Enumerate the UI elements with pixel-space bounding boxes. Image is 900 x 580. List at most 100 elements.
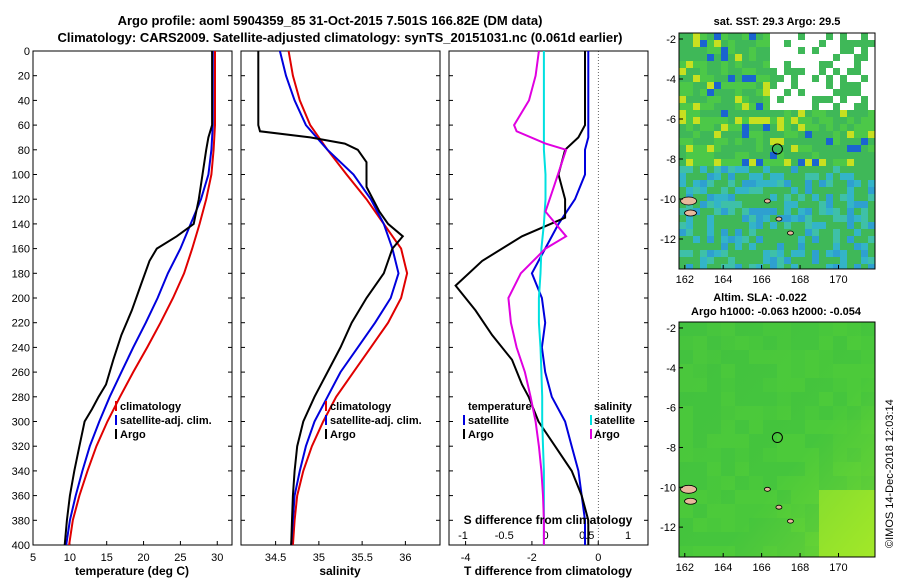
heatmap-cell — [721, 476, 735, 490]
heatmap-cell — [847, 201, 854, 208]
heatmap-cell — [826, 89, 833, 96]
heatmap-cell — [833, 33, 840, 40]
sst-argo-position-marker — [771, 143, 783, 155]
heatmap-cell — [756, 166, 763, 173]
heatmap-cell — [840, 194, 847, 201]
heatmap-cell — [861, 124, 868, 131]
heatmap-cell — [763, 75, 770, 82]
heatmap-cell — [833, 518, 847, 532]
depth-tick-label: 340 — [12, 466, 30, 478]
heatmap-cell — [791, 546, 805, 557]
heatmap-cell — [777, 33, 784, 40]
heatmap-cell — [826, 257, 833, 264]
heatmap-cell — [861, 89, 868, 96]
heatmap-cell — [700, 264, 707, 269]
heatmap-cell — [735, 208, 742, 215]
heatmap-cell — [798, 75, 805, 82]
heatmap-cell — [833, 364, 847, 378]
heatmap-cell — [847, 222, 854, 229]
heatmap-cell — [819, 350, 833, 364]
heatmap-cell — [819, 110, 826, 117]
heatmap-cell — [840, 131, 847, 138]
heatmap-cell — [700, 208, 707, 215]
heatmap-cell — [791, 117, 798, 124]
heatmap-cell — [756, 208, 763, 215]
heatmap-cell — [805, 89, 812, 96]
heatmap-cell — [791, 103, 798, 110]
heatmap-cell — [707, 194, 714, 201]
heatmap-cell — [693, 222, 700, 229]
heatmap-cell — [819, 194, 826, 201]
heatmap-cell — [812, 40, 819, 47]
heatmap-cell — [798, 229, 805, 236]
heatmap-cell — [728, 117, 735, 124]
heatmap-cell — [749, 103, 756, 110]
heatmap-cell — [868, 82, 875, 89]
heatmap-cell — [812, 194, 819, 201]
lat-tick-label: -8 — [666, 154, 676, 166]
heatmap-cell — [861, 250, 868, 257]
heatmap-cell — [721, 194, 728, 201]
lat-tick-label: -10 — [660, 194, 676, 206]
heatmap-cell — [770, 194, 777, 201]
heatmap-cell — [679, 208, 686, 215]
heatmap-cell — [819, 201, 826, 208]
heatmap-cell — [791, 82, 798, 89]
heatmap-cell — [679, 336, 693, 350]
heatmap-cell — [847, 215, 854, 222]
heatmap-cell — [854, 187, 861, 194]
heatmap-cell — [721, 82, 728, 89]
heatmap-cell — [714, 187, 721, 194]
heatmap-cell — [707, 546, 721, 557]
heatmap-cell — [728, 68, 735, 75]
heatmap-cell — [686, 257, 693, 264]
heatmap-cell — [721, 152, 728, 159]
heatmap-cell — [854, 201, 861, 208]
heatmap-cell — [679, 378, 693, 392]
heatmap-cell — [735, 89, 742, 96]
heatmap-cell — [805, 448, 819, 462]
heatmap-cell — [826, 40, 833, 47]
heatmap-cell — [777, 434, 791, 448]
heatmap-cell — [777, 173, 784, 180]
heatmap-cell — [868, 33, 875, 40]
s-tick-label: 1 — [625, 530, 631, 542]
heatmap-cell — [798, 250, 805, 257]
heatmap-cell — [805, 546, 819, 557]
heatmap-cell — [805, 194, 812, 201]
heatmap-cell — [735, 47, 742, 54]
heatmap-cell — [826, 82, 833, 89]
heatmap-cell — [805, 518, 819, 532]
heatmap-cell — [735, 124, 742, 131]
heatmap-cell — [819, 250, 826, 257]
heatmap-cell — [791, 392, 805, 406]
heatmap-cell — [861, 257, 868, 264]
heatmap-cell — [742, 201, 749, 208]
heatmap-cell — [735, 215, 742, 222]
heatmap-cell — [812, 229, 819, 236]
heatmap-cell — [707, 448, 721, 462]
heatmap-cell — [819, 406, 833, 420]
heatmap-cell — [777, 124, 784, 131]
heatmap-cell — [714, 131, 721, 138]
heatmap-cell — [868, 236, 875, 243]
heatmap-cell — [721, 208, 728, 215]
heatmap-cell — [728, 166, 735, 173]
heatmap-cell — [735, 152, 742, 159]
heatmap-cell — [707, 215, 714, 222]
heatmap-cell — [819, 82, 826, 89]
heatmap-cell — [679, 173, 686, 180]
heatmap-cell — [854, 243, 861, 250]
heatmap-cell — [819, 448, 833, 462]
heatmap-cell — [707, 159, 714, 166]
heatmap-cell — [707, 47, 714, 54]
heatmap-cell — [749, 124, 756, 131]
heatmap-cell — [763, 504, 777, 518]
heatmap-cell — [861, 54, 868, 61]
heatmap-cell — [693, 159, 700, 166]
heatmap-cell — [693, 448, 707, 462]
heatmap-cell — [707, 117, 714, 124]
depth-tick-label: 80 — [18, 145, 30, 157]
heatmap-cell — [679, 194, 686, 201]
